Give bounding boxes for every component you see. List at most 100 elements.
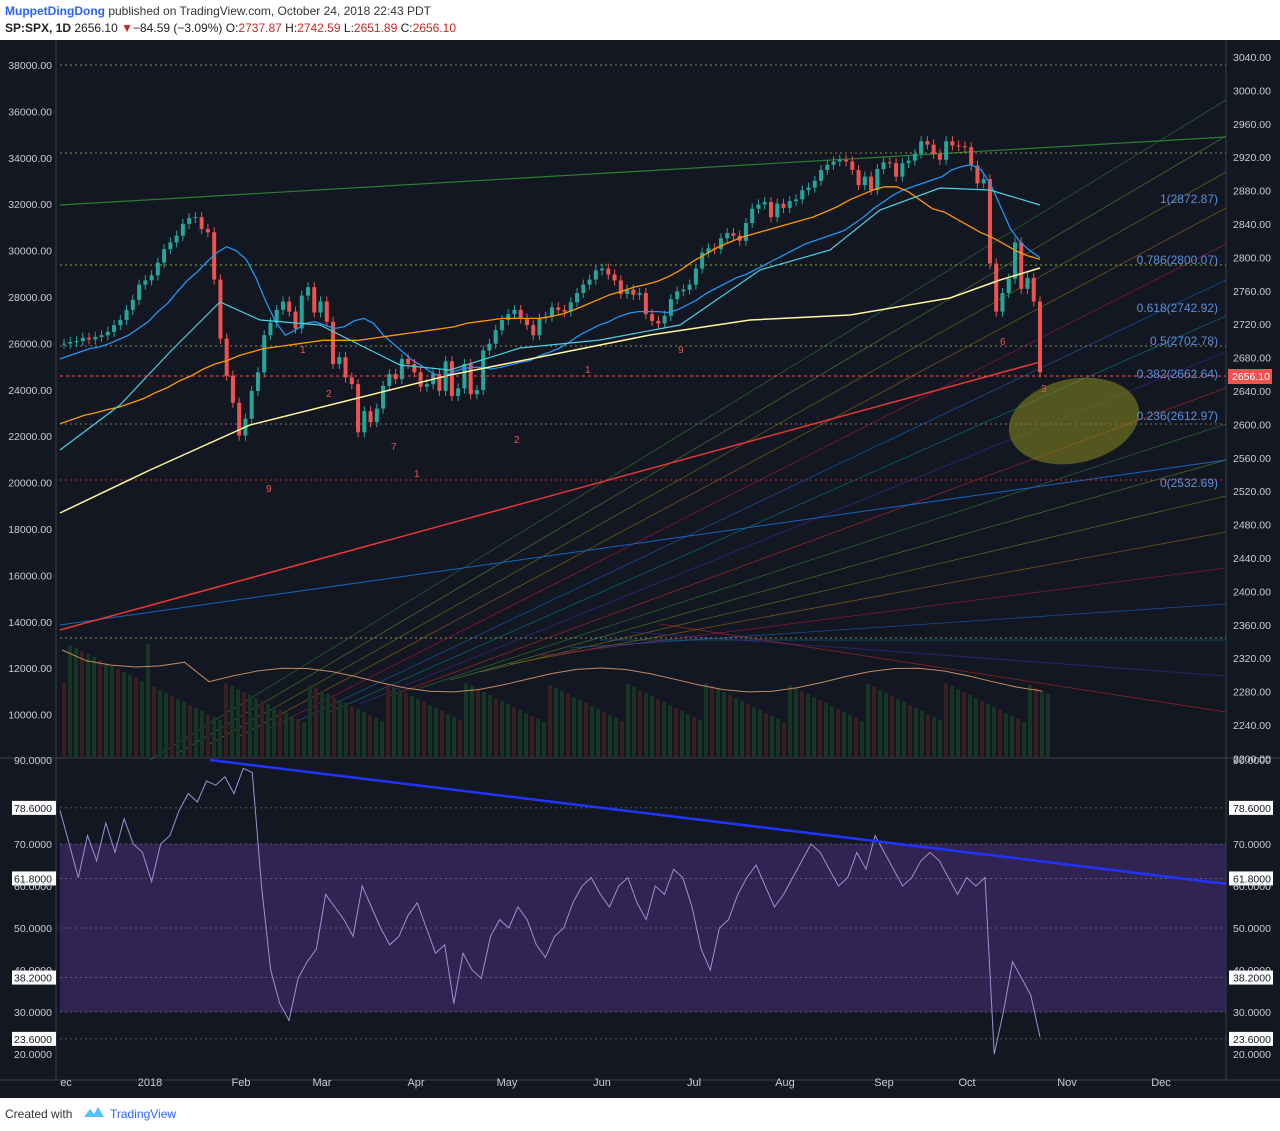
volume-bar	[860, 721, 864, 757]
volume-bar	[326, 694, 330, 757]
right-axis-tick-label: 2200.00	[1233, 753, 1271, 765]
volume-bar	[686, 714, 690, 757]
candle-body	[387, 374, 392, 386]
volume-bar	[62, 682, 66, 757]
volume-bar	[1010, 716, 1014, 757]
x-axis-tick-label: Jul	[687, 1077, 701, 1089]
volume-bar	[536, 719, 540, 757]
volume-bar	[176, 699, 180, 757]
candle-body	[356, 384, 361, 433]
candle-body	[468, 363, 473, 395]
rsi-left-tick-label: 90.0000	[14, 755, 52, 767]
price-chart-svg[interactable]: 1(2872.87) 0.786(2800.07) 0.618(2742.92) 0.…	[0, 40, 1280, 1098]
tradingview-link[interactable]: TradingView	[110, 1107, 177, 1121]
candle-body	[312, 287, 317, 313]
candle-body	[1000, 293, 1005, 312]
x-axis-tick-label: Jun	[593, 1077, 611, 1089]
candle-body	[581, 284, 586, 294]
volume-bar	[848, 715, 852, 757]
candle-body	[825, 164, 830, 170]
sequence-count-label: 7	[391, 442, 397, 453]
volume-bar	[614, 718, 618, 757]
candle-body	[124, 309, 129, 321]
volume-bar	[110, 666, 114, 757]
candle-body	[956, 145, 961, 147]
candle-body	[806, 187, 811, 191]
volume-bar	[788, 685, 792, 757]
right-axis-tick-label: 2240.00	[1233, 720, 1271, 732]
candle-body	[587, 279, 592, 285]
rsi-right-tick-label: 60.0000	[1233, 881, 1271, 893]
author-link[interactable]: MuppetDingDong	[5, 4, 105, 18]
candle-body	[969, 147, 974, 166]
sequence-count-label: 2	[326, 389, 332, 400]
candle-body	[143, 280, 148, 285]
change-value: −84.59 (−3.09%)	[133, 21, 223, 35]
candle-body	[224, 338, 229, 376]
candle-body	[374, 408, 379, 423]
volume-bar	[122, 672, 126, 757]
volume-bar	[764, 713, 768, 757]
volume-bar	[998, 710, 1002, 757]
right-axis-tick-label: 2600.00	[1233, 419, 1271, 431]
left-axis-tick-label: 12000.00	[8, 663, 52, 675]
candle-body	[768, 201, 773, 218]
rsi-left-tick-label: 78.6000	[14, 803, 52, 815]
volume-bar	[152, 687, 156, 757]
right-axis-tick-label: 2880.00	[1233, 186, 1271, 198]
volume-bar	[518, 710, 522, 757]
candle-body	[187, 217, 192, 224]
sequence-count-label: 6	[1000, 337, 1006, 348]
candle-body	[456, 388, 461, 396]
volume-bar	[314, 688, 318, 757]
candle-body	[237, 402, 242, 436]
candle-body	[130, 299, 135, 310]
volume-bar	[878, 690, 882, 757]
left-axis-tick-label: 18000.00	[8, 524, 52, 536]
candle-body	[812, 180, 817, 188]
right-axis-tick-label: 2320.00	[1233, 653, 1271, 665]
candle-body	[87, 337, 92, 340]
volume-bar	[440, 711, 444, 757]
candle-body	[287, 301, 292, 312]
volume-bar	[590, 706, 594, 757]
fan-line	[179, 135, 1227, 753]
right-axis-tick-label: 2840.00	[1233, 219, 1271, 231]
rsi-right-tick-label: 50.0000	[1233, 923, 1271, 935]
volume-ma-line	[61, 649, 1043, 693]
tradingview-logo-icon	[84, 1107, 104, 1117]
volume-bar	[98, 660, 102, 757]
chart-area[interactable]: 1(2872.87) 0.786(2800.07) 0.618(2742.92) 0.…	[0, 40, 1280, 1098]
volume-bar	[1028, 685, 1032, 757]
right-axis-tick-label: 3040.00	[1233, 52, 1271, 64]
candle-body	[1019, 242, 1024, 289]
candle-body	[418, 372, 423, 387]
volume-bar	[470, 686, 474, 757]
volume-bar	[884, 693, 888, 757]
volume-bar	[716, 689, 720, 757]
candle-body	[856, 169, 861, 186]
fan-line	[239, 207, 1227, 737]
volume-bar	[902, 702, 906, 757]
sequence-count-label: 1	[300, 345, 306, 356]
candle-body	[80, 337, 85, 342]
published-text: published on TradingView.com, October 24…	[108, 4, 431, 18]
candle-body	[681, 289, 686, 292]
volume-bar	[710, 686, 714, 757]
volume-bar	[272, 707, 276, 757]
x-axis-tick-label: Aug	[775, 1077, 795, 1089]
rsi-right-tick-label: 38.2000	[1233, 973, 1271, 985]
lower-channel-line	[59, 459, 1227, 626]
volume-bar	[746, 704, 750, 757]
rsi-right-tick-box	[1229, 970, 1273, 985]
volume-bar	[230, 686, 234, 757]
volume-bar	[926, 714, 930, 757]
volume-bar	[164, 693, 168, 757]
candle-body	[99, 335, 104, 337]
volume-bar	[260, 701, 264, 757]
rsi-left-tick-box	[12, 970, 56, 985]
candle-body	[837, 159, 842, 162]
rsi-left-tick-label: 20.0000	[14, 1049, 52, 1061]
right-axis-tick-label: 2760.00	[1233, 286, 1271, 298]
volume-bar	[362, 712, 366, 757]
